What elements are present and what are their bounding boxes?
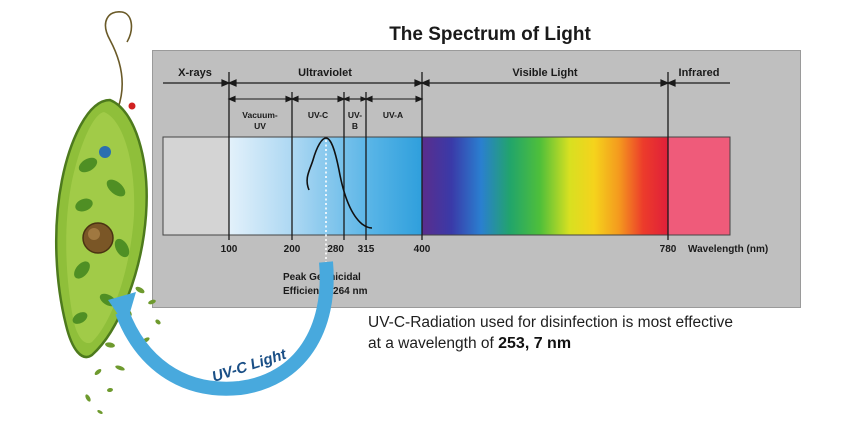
diagram-title: The Spectrum of Light [389, 24, 591, 45]
chloroplast [106, 179, 126, 197]
chloroplast [75, 198, 93, 212]
ultraviolet-label: Ultraviolet [298, 67, 352, 79]
boundary-lines [228, 72, 669, 240]
flagellum [104, 11, 133, 109]
caption: UV-C-Radiation used for disinfection is … [368, 312, 848, 354]
uvb-label-2: B [352, 121, 358, 131]
tick-280: 280 [327, 244, 344, 255]
uva-label: UV-A [383, 110, 403, 120]
vacuole [99, 146, 111, 158]
visible-band [421, 136, 669, 236]
caption-line-1: UV-C-Radiation used for disinfection is … [368, 314, 733, 331]
chloroplast [78, 157, 98, 173]
uvb-label-1: UV- [348, 110, 362, 120]
visible-light-label: Visible Light [512, 67, 578, 79]
wavelength-axis-label: Wavelength (nm) [688, 244, 768, 255]
tick-780: 780 [660, 244, 677, 255]
uv-band-arrows [227, 95, 424, 103]
tick-315: 315 [358, 244, 375, 255]
infrared-label: Infrared [679, 67, 720, 79]
germicidal-curve [306, 137, 373, 229]
euglena-illustration [54, 11, 161, 414]
uvc-label: UV-C [308, 110, 328, 120]
tick-400: 400 [414, 244, 431, 255]
chloroplast [74, 261, 90, 279]
eyespot [128, 102, 136, 110]
vacuum-uv-label-2: UV [254, 121, 266, 131]
chloroplast [114, 238, 130, 258]
infrared-band [667, 136, 731, 236]
xray-band [162, 136, 230, 236]
region-arrows [163, 79, 730, 87]
xrays-label: X-rays [178, 67, 212, 79]
vacuum-uv-label-1: Vacuum- [242, 110, 278, 120]
tick-200: 200 [284, 244, 301, 255]
chloroplast [72, 312, 88, 324]
tick-100: 100 [221, 244, 238, 255]
caption-line-2-prefix: at a wavelength of [368, 335, 494, 352]
caption-line-2: at a wavelength of 253, 7 nm [368, 333, 848, 354]
caption-wavelength-value: 253, 7 nm [498, 335, 572, 352]
